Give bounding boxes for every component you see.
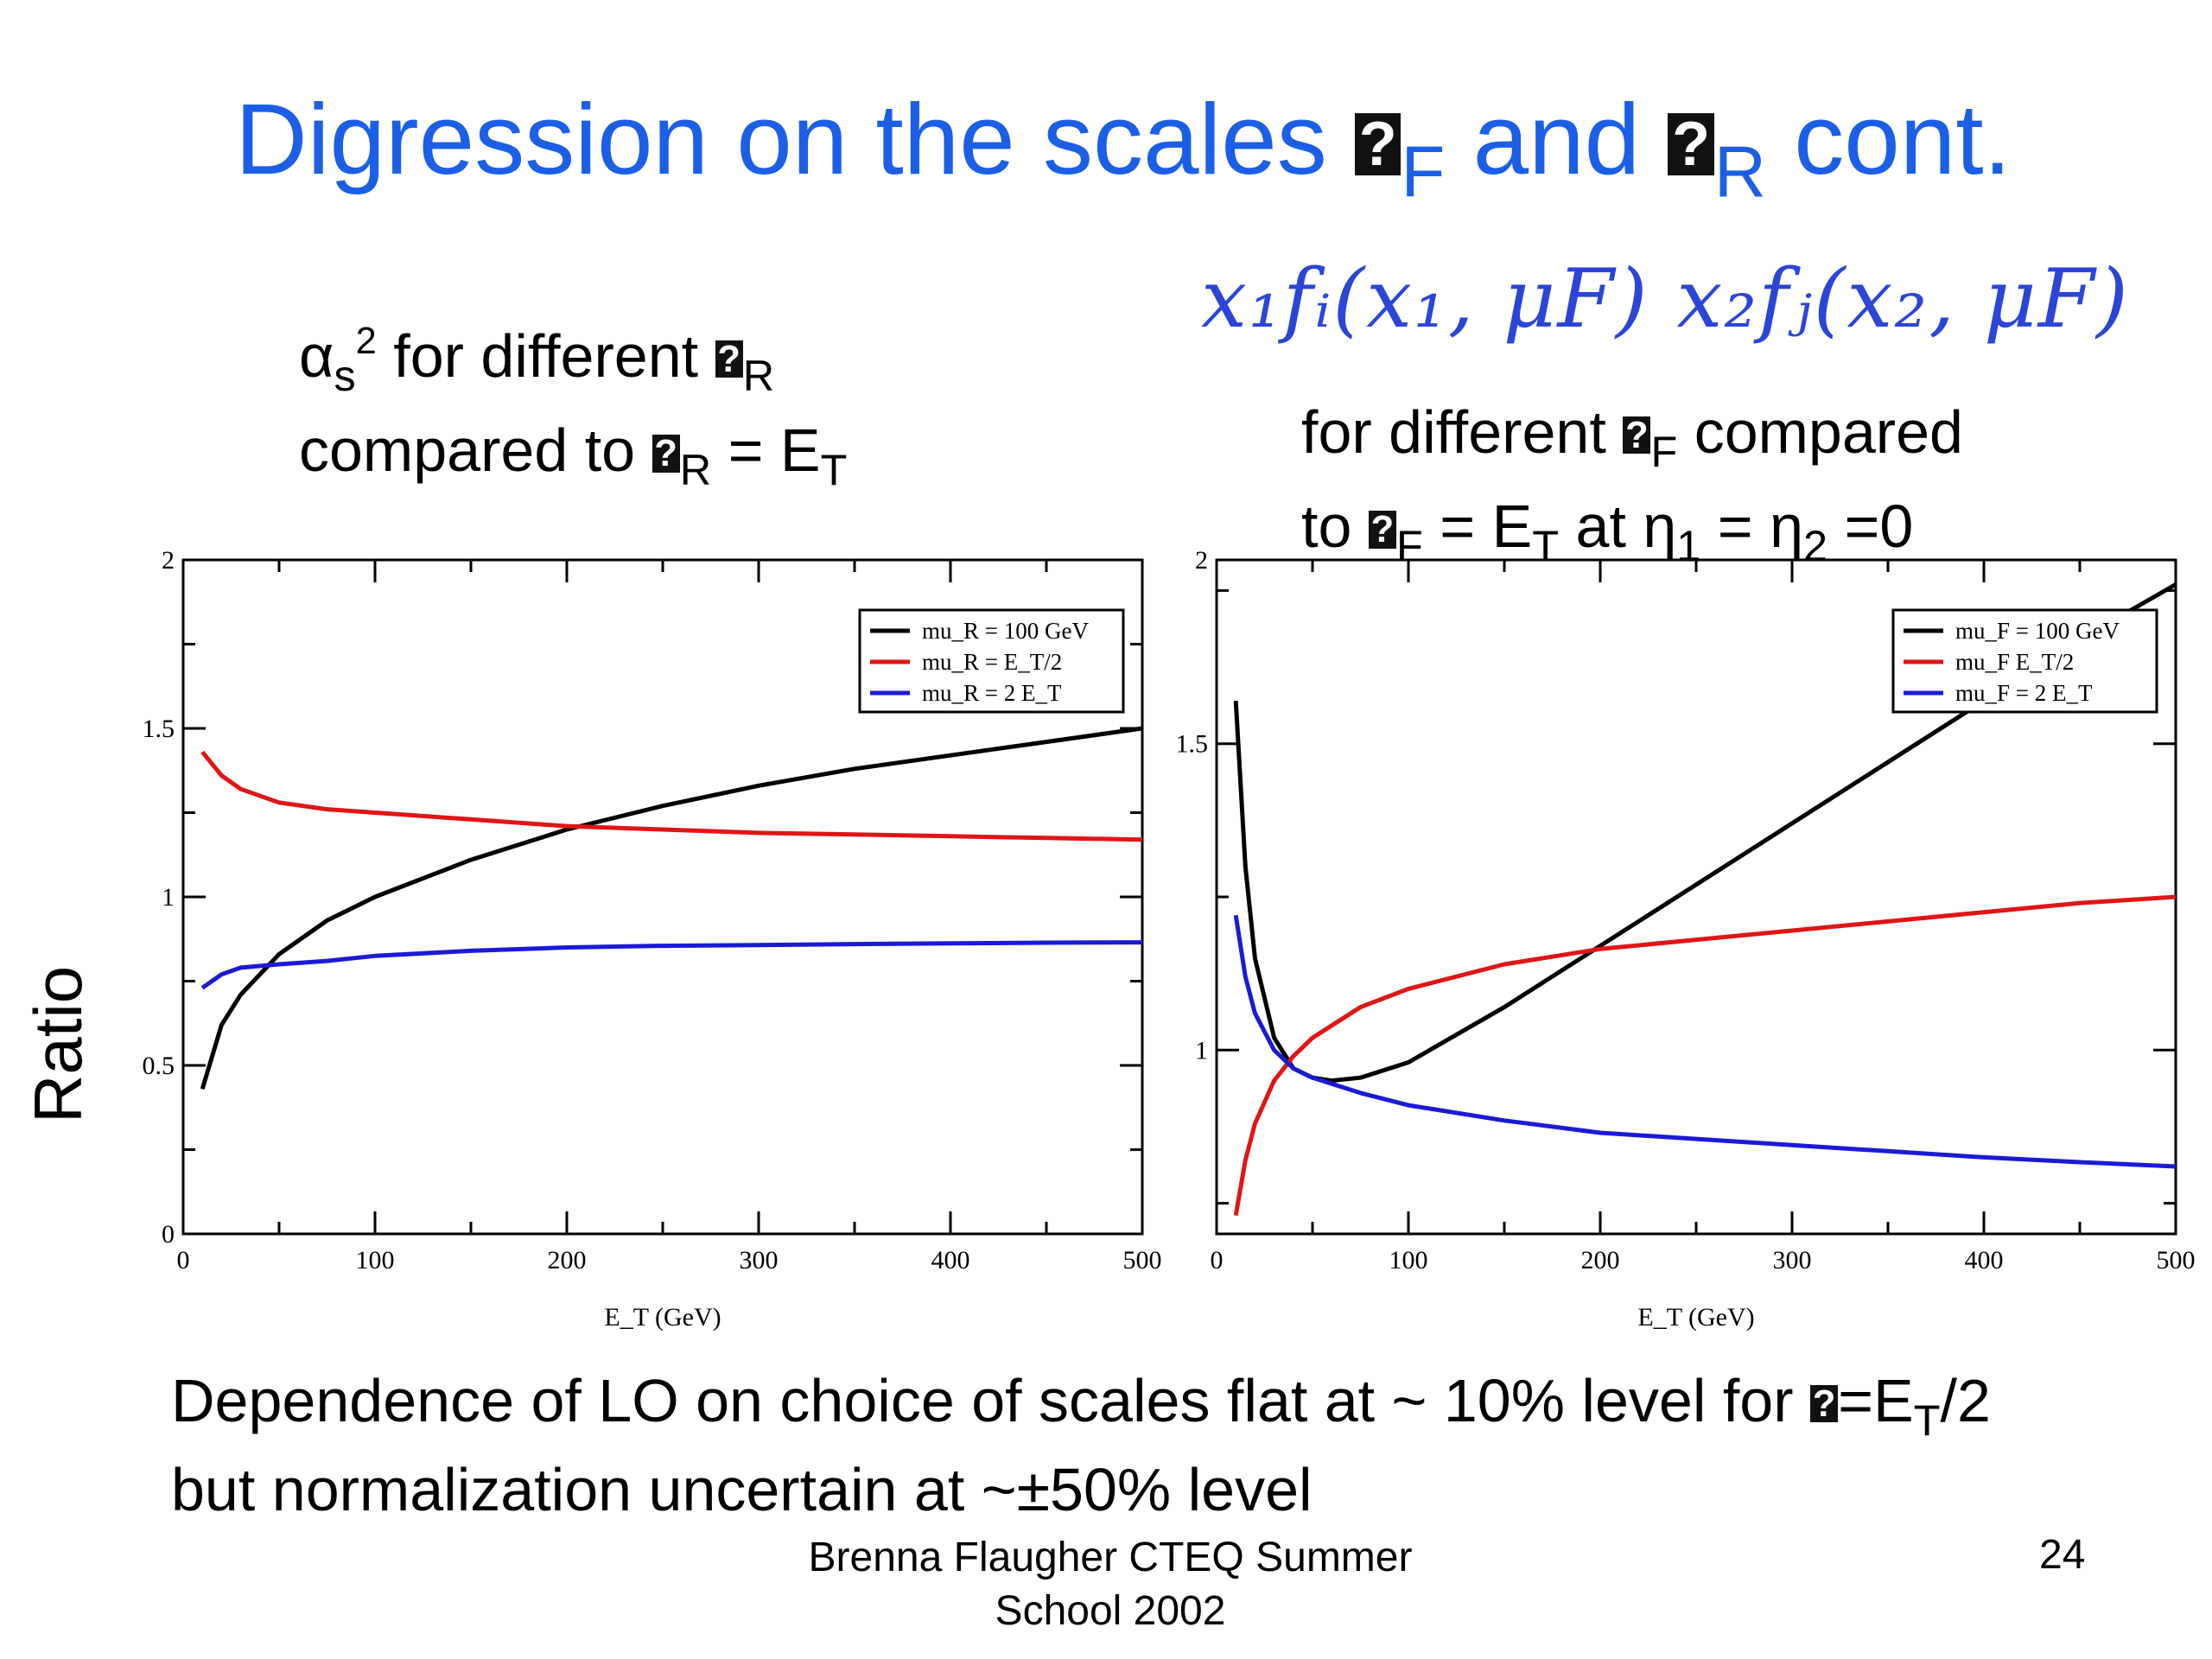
left-caption-eq: = E (728, 416, 821, 485)
right-caption-sub: F (1650, 427, 1678, 477)
title-sub-1: F (1401, 130, 1446, 213)
missing-glyph-icon (715, 340, 743, 379)
legend-entry: mu_R = E_T/2 (922, 649, 1062, 675)
series-line-2 (200, 750, 1142, 842)
y-tick-label: 1.5 (143, 715, 175, 743)
missing-glyph-icon (1368, 511, 1397, 550)
x-tick-label: 100 (356, 1246, 395, 1274)
conclusion-text: Dependence of LO on choice of scales fla… (171, 1361, 1991, 1530)
left-caption-text: for different (393, 322, 699, 390)
right-caption-zero: =0 (1844, 493, 1914, 561)
legend-entry: mu_R = 100 GeV (922, 618, 1089, 644)
x-tick-label: 100 (1389, 1246, 1428, 1274)
legend-entry: mu_F = 2 E_T (1955, 680, 2093, 706)
conclusion-text-a: Dependence of LO on choice of scales fla… (171, 1367, 1794, 1434)
right-caption-eq: = E (1440, 493, 1533, 561)
missing-glyph-icon (1809, 1385, 1839, 1424)
missing-glyph-icon (652, 435, 680, 474)
x-tick-label: 0 (1211, 1246, 1224, 1274)
right-caption-to: to (1301, 493, 1352, 561)
x-tick-label: 0 (177, 1246, 190, 1274)
series-line-3 (200, 940, 1142, 990)
x-axis-label: E_T (GeV) (1637, 1303, 1754, 1332)
y-tick-label: 1.5 (1176, 730, 1209, 759)
left-caption-sub-2: R (679, 445, 712, 495)
chart-left: 0 100 200 300 400 500 0 0.5 1 1.5 2 mu_R = 100 GeV m… (143, 546, 1162, 1332)
right-caption-eta2: = η (1717, 493, 1804, 561)
left-caption-line-2: compared to R = ET (299, 407, 847, 501)
legend-entry: mu_F = 100 GeV (1955, 618, 2120, 644)
title-text-1: Digression on the scales (235, 83, 1327, 195)
left-caption-sub-3: T (820, 445, 848, 495)
pdf-formula: x₁fᵢ(x₁, μF) x₂fⱼ(x₂, μF) (1201, 252, 2130, 346)
left-caption: αs2 for different R compared to R = ET (299, 313, 847, 501)
series-line-1 (1233, 582, 2176, 1084)
missing-glyph-icon (1668, 113, 1714, 176)
series-line-2 (1233, 894, 2176, 1217)
ratio-axis-label: Ratio (20, 965, 96, 1123)
x-axis-label: E_T (GeV) (604, 1303, 721, 1332)
x-tick-label: 200 (1581, 1246, 1620, 1274)
alpha-symbol: α (299, 322, 334, 390)
conclusion-line-2: but normalization uncertain at ~±50% lev… (171, 1455, 1313, 1523)
y-tick-label: 1 (162, 883, 175, 912)
y-tick-label: 1 (1195, 1036, 1208, 1065)
right-caption-eta1: at η (1575, 493, 1677, 561)
title-sub-2: R (1713, 130, 1767, 213)
title-text-2: cont. (1794, 83, 2012, 195)
y-tick-label: 0.5 (143, 1052, 175, 1080)
legend-entry: mu_F E_T/2 (1955, 649, 2074, 675)
right-caption-line-1: for different F compared (1301, 389, 1963, 483)
page-number: 24 (2039, 1532, 2086, 1578)
x-tick-label: 400 (931, 1246, 970, 1274)
missing-glyph-icon (1623, 416, 1651, 455)
legend-entry: mu_R = 2 E_T (922, 680, 1062, 706)
conclusion-text-c: /2 (1940, 1367, 1991, 1434)
alpha-sup: 2 (355, 321, 377, 363)
left-caption-text-2: compared to (299, 416, 636, 485)
series-line-1 (200, 726, 1142, 1090)
missing-glyph-icon (1355, 113, 1402, 176)
x-tick-label: 500 (1123, 1246, 1162, 1274)
x-tick-label: 500 (2157, 1246, 2196, 1274)
slide-title: Digression on the scales F and R cont. (235, 79, 2012, 215)
right-caption-line-2: to F = ET at η1 = η2 =0 (1301, 483, 1963, 577)
left-caption-sub: R (742, 351, 775, 401)
alpha-sub: s (334, 351, 356, 401)
conclusion-sub: T (1913, 1395, 1941, 1446)
y-tick-label: 0 (162, 1220, 175, 1249)
x-tick-label: 400 (1965, 1246, 2004, 1274)
footer-text: Brenna Flaugher CTEQ Summer School 2002 (808, 1535, 1413, 1635)
x-tick-label: 200 (548, 1246, 587, 1274)
y-tick-label: 2 (162, 546, 175, 575)
series-line-3 (1233, 914, 2176, 1169)
title-and: and (1472, 83, 1641, 195)
conclusion-text-b: =E (1838, 1367, 1914, 1434)
x-tick-label: 300 (740, 1246, 779, 1274)
y-tick-label: 2 (1195, 546, 1208, 575)
right-caption-text-b: compared (1694, 398, 1963, 466)
x-tick-label: 300 (1773, 1246, 1812, 1274)
left-caption-line-1: αs2 for different R (299, 313, 847, 407)
conclusion-line-1: Dependence of LO on choice of scales fla… (171, 1361, 1991, 1450)
right-caption-text: for different (1301, 398, 1606, 466)
right-caption: for different F compared to F = ET at η1… (1301, 389, 1963, 577)
chart-right: 0 100 200 300 400 500 1 1.5 2 mu_F = 100 GeV mu_F … (1176, 546, 2196, 1332)
